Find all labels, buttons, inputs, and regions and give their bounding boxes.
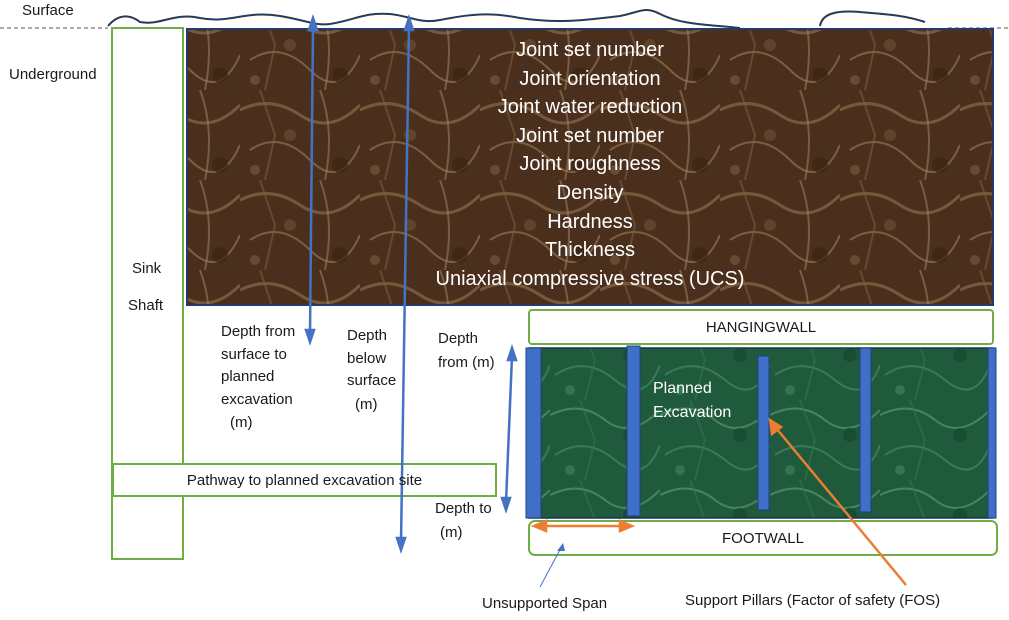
depth-from-surface-label-3: planned bbox=[221, 368, 275, 385]
pathway-label: Pathway to planned excavation site bbox=[186, 471, 423, 489]
depth-below-surface-label-1: Depth bbox=[347, 327, 388, 344]
rock-property: Joint set number bbox=[516, 124, 664, 147]
pathway-box bbox=[112, 463, 497, 497]
footwall-box bbox=[528, 520, 998, 556]
rock-property: Uniaxial compressive stress (UCS) bbox=[435, 267, 745, 290]
arrowhead bbox=[530, 519, 548, 533]
rock-property: Joint set number bbox=[516, 39, 664, 61]
depth-from-surface-label-4: excavation bbox=[221, 391, 293, 408]
support-pillar bbox=[626, 345, 641, 517]
support-pillar bbox=[525, 347, 542, 519]
arrowhead bbox=[403, 14, 415, 32]
hangingwall-label: HANGINGWALL bbox=[705, 318, 817, 336]
hangingwall-box bbox=[528, 309, 994, 345]
unsupported-span-label: Unsupported Span bbox=[482, 595, 608, 612]
depth-from-surface-label-2: surface to bbox=[221, 346, 287, 363]
planned-excavation-label-2: Excavation bbox=[653, 404, 732, 421]
rock-property: Joint water reduction bbox=[497, 96, 683, 119]
surface-label: Surface bbox=[22, 2, 74, 19]
terrain-line bbox=[107, 9, 926, 29]
arrowhead bbox=[395, 536, 407, 554]
arrowhead bbox=[557, 543, 565, 551]
arrowhead bbox=[768, 417, 784, 437]
depth-from-label-1: Depth bbox=[438, 330, 479, 347]
arrowhead bbox=[304, 328, 316, 346]
rock-property: Thickness bbox=[544, 239, 636, 262]
arrowhead bbox=[506, 344, 518, 362]
rock-property: Joint orientation bbox=[519, 67, 661, 90]
sink-label: Sink bbox=[132, 260, 162, 277]
depth-from-surface-label-5: (m) bbox=[230, 414, 253, 431]
rock-property: Hardness bbox=[547, 210, 633, 233]
depth-from-label-2: from (m) bbox=[438, 354, 495, 371]
support-pillar bbox=[757, 355, 770, 511]
rock-property: Density bbox=[556, 181, 624, 204]
support-pillar bbox=[987, 347, 997, 519]
depth-range-arrow bbox=[504, 355, 514, 503]
depth-below-surface-arrow bbox=[399, 25, 411, 543]
arrowhead bbox=[307, 14, 319, 32]
depth-from-surface-arrow bbox=[308, 25, 315, 335]
shaft-label: Shaft bbox=[128, 297, 164, 314]
depth-to-label-1: Depth to bbox=[435, 500, 492, 517]
support-pillar-pointer bbox=[775, 427, 907, 586]
depth-below-surface-label-3: surface bbox=[347, 372, 397, 389]
rock-mass bbox=[186, 28, 994, 306]
arrowhead bbox=[500, 496, 512, 514]
depth-below-surface-label-4: (m) bbox=[355, 396, 378, 413]
footwall-label: FOOTWALL bbox=[722, 529, 804, 547]
underground-label: Underground bbox=[9, 66, 97, 83]
arrowhead bbox=[618, 519, 636, 533]
support-pillars-label: Support Pillars (Factor of safety (FOS) bbox=[685, 592, 941, 609]
depth-to-label-2: (m) bbox=[440, 524, 463, 541]
unsupported-span-pointer bbox=[539, 545, 563, 588]
depth-below-surface-label-2: below bbox=[347, 350, 387, 367]
support-pillar bbox=[859, 347, 872, 513]
depth-from-surface-label-1: Depth from bbox=[221, 323, 296, 340]
planned-excavation-label-1: Planned bbox=[653, 380, 712, 397]
rock-property: Joint roughness bbox=[519, 153, 661, 176]
rock-properties-list: Joint set number Joint orientation Joint… bbox=[188, 30, 992, 304]
